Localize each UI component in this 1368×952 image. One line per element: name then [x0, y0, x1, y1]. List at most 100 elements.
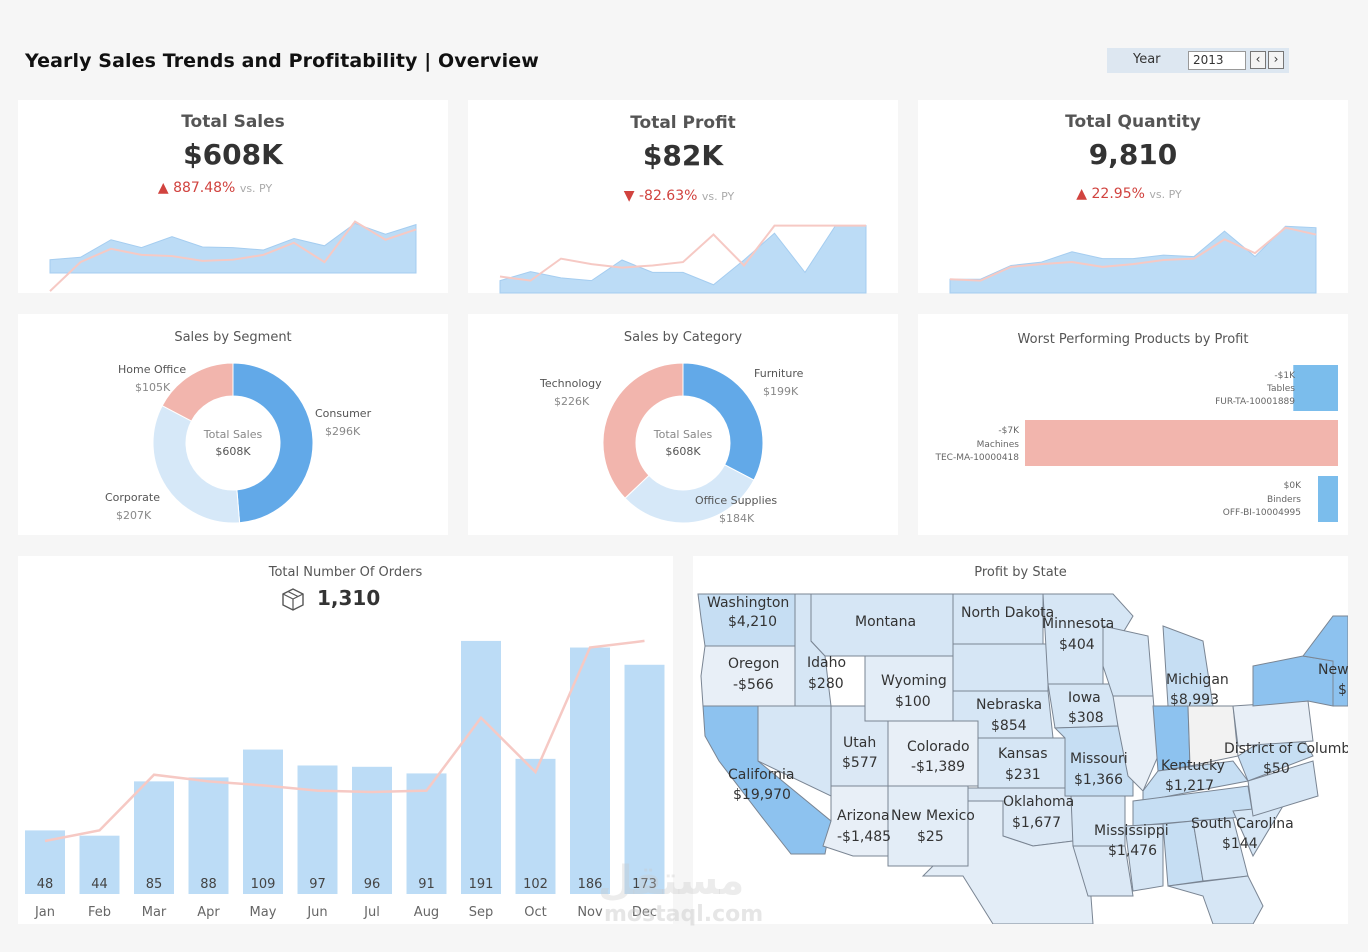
profit-sparkline — [499, 224, 867, 294]
year-filter: Year 2013 ‹ › — [1107, 48, 1289, 73]
slice-value-corporate: $207K — [116, 509, 152, 522]
kpi-value: $608K — [183, 138, 283, 171]
current-year-area — [49, 222, 417, 274]
label-washington: Washington — [707, 595, 789, 611]
month-label: Jun — [306, 905, 327, 920]
slice-label-office-supplies: Office Supplies — [695, 494, 777, 507]
order-bar — [570, 647, 610, 894]
state-mississippi — [1124, 823, 1164, 892]
donut-slice-corporate — [152, 404, 241, 524]
vs-label: vs. PY — [239, 182, 273, 195]
state-wisconsin — [1102, 625, 1154, 697]
bar-value-label: 186 — [578, 877, 603, 892]
delta-value: 22.95% — [1091, 186, 1145, 202]
donut-slice-furniture — [682, 362, 764, 481]
label-wyoming: Wyoming — [881, 673, 947, 689]
year-next-button[interactable]: › — [1268, 51, 1284, 69]
kpi-value: $82K — [642, 139, 724, 172]
value-colorado: -$1,389 — [911, 759, 965, 775]
bar-value-label: 85 — [146, 877, 163, 892]
panel-title: Total Number Of Orders — [268, 565, 423, 580]
panel-title: Sales by Category — [623, 330, 743, 345]
chevron-right-icon: › — [1273, 52, 1279, 66]
bar-value-label: 44 — [91, 877, 108, 892]
value-arizona: -$1,485 — [837, 829, 891, 845]
product-bar — [1318, 476, 1338, 522]
dashboard-header: Yearly Sales Trends and Profitability | … — [8, 38, 1360, 88]
order-bar — [406, 773, 447, 894]
box-icon-graphic — [282, 588, 304, 611]
year-input[interactable]: 2013 — [1188, 51, 1246, 70]
product-bar — [1025, 420, 1338, 466]
value-kentucky: $1,217 — [1165, 778, 1214, 794]
month-label: Dec — [632, 905, 657, 920]
bar-value-label: 173 — [632, 877, 657, 892]
order-bar — [243, 749, 283, 894]
month-label: Jan — [34, 905, 55, 920]
label-north-dakota: North Dakota — [961, 605, 1054, 621]
box-icon — [280, 586, 306, 612]
value-nebraska: $854 — [991, 718, 1027, 734]
worst-products-panel: Worst Performing Products by Profit -$1K… — [918, 314, 1348, 535]
us-map: Washington $4,210 Montana North Dakota M… — [697, 593, 1348, 924]
order-bar — [134, 781, 174, 894]
donut-slice-home-office — [161, 362, 234, 422]
center-label: Total Sales — [653, 428, 713, 441]
down-arrow-icon: ▼ — [623, 188, 635, 204]
label-oregon: Oregon — [728, 656, 779, 672]
orders-bar-chart: 48 Jan 44 Feb 85 Mar 88 Apr 109 May 97 Jun 96 Jul 91 Au… — [25, 639, 665, 920]
order-bar — [25, 830, 65, 894]
month-label: Mar — [142, 905, 167, 920]
label-south-carolina: South Carolina — [1191, 816, 1294, 832]
orders-total: 1,310 — [317, 586, 381, 610]
center-value: $608K — [665, 445, 701, 458]
state-north-carolina — [1247, 760, 1319, 817]
label-idaho: Idaho — [807, 655, 846, 671]
value-michigan: $8,993 — [1170, 692, 1219, 708]
category-donut: Total Sales $608K Furniture $199K Office… — [539, 362, 804, 525]
month-label: Nov — [577, 905, 603, 920]
state-texas — [921, 800, 1094, 924]
page-title: Yearly Sales Trends and Profitability | … — [25, 50, 539, 72]
state-ohio — [1187, 705, 1239, 767]
label-district-of-columbia: District of Columbia — [1224, 741, 1348, 757]
label-mississippi: Mississippi — [1094, 823, 1169, 839]
delta-value: 887.48% — [173, 180, 236, 196]
kpi-total-sales: Total Sales $608K ▲ 887.48% vs. PY — [18, 100, 448, 293]
value-south-carolina: $144 — [1222, 836, 1258, 852]
kpi-delta: ▲ 22.95% vs. PY — [914, 186, 1344, 202]
prior-year-line — [49, 220, 417, 292]
value-mississippi: $1,476 — [1108, 843, 1157, 859]
month-label: Aug — [414, 905, 439, 920]
state-new-mexico — [887, 785, 969, 867]
label-minnesota: Minnesota — [1042, 616, 1114, 632]
watermark-latin: mostaql.com — [604, 902, 764, 927]
value-oklahoma: $1,677 — [1012, 815, 1061, 831]
slice-value-technology: $226K — [554, 395, 590, 408]
product-profit: -$1K — [1274, 371, 1296, 381]
label-california: California — [728, 767, 794, 783]
donut-slice-technology — [602, 362, 684, 499]
donut-slice-consumer — [232, 362, 314, 524]
state-florida — [1167, 875, 1264, 924]
product-id: OFF-BI-10004995 — [1223, 508, 1301, 518]
vs-label: vs. PY — [701, 190, 735, 203]
label-kentucky: Kentucky — [1161, 758, 1225, 774]
product-id: FUR-TA-10001889 — [1215, 397, 1295, 407]
center-label: Total Sales — [203, 428, 263, 441]
bars-group: 48 Jan 44 Feb 85 Mar 88 Apr 109 May 97 Jun 96 Jul 91 Au… — [25, 640, 665, 920]
orders-panel: Total Number Of Orders 1,310 48 Jan 44 Feb 8… — [18, 556, 673, 924]
state-new-england — [1302, 615, 1348, 707]
bar-value-label: 91 — [418, 877, 435, 892]
product-name: Binders — [1267, 495, 1301, 505]
vs-label: vs. PY — [1149, 188, 1182, 201]
current-year-area — [949, 225, 1317, 294]
state-oregon — [700, 645, 796, 707]
label-montana: Montana — [855, 614, 916, 630]
state-south-dakota — [952, 643, 1049, 692]
product-bar — [1293, 365, 1338, 411]
year-prev-button[interactable]: ‹ — [1250, 51, 1266, 69]
value-iowa: $308 — [1068, 710, 1104, 726]
segment-donut: Total Sales $608K Consumer $296K Corpora… — [105, 362, 372, 524]
kpi-total-profit: Total Profit $82K ▼ -82.63% vs. PY — [468, 100, 898, 294]
